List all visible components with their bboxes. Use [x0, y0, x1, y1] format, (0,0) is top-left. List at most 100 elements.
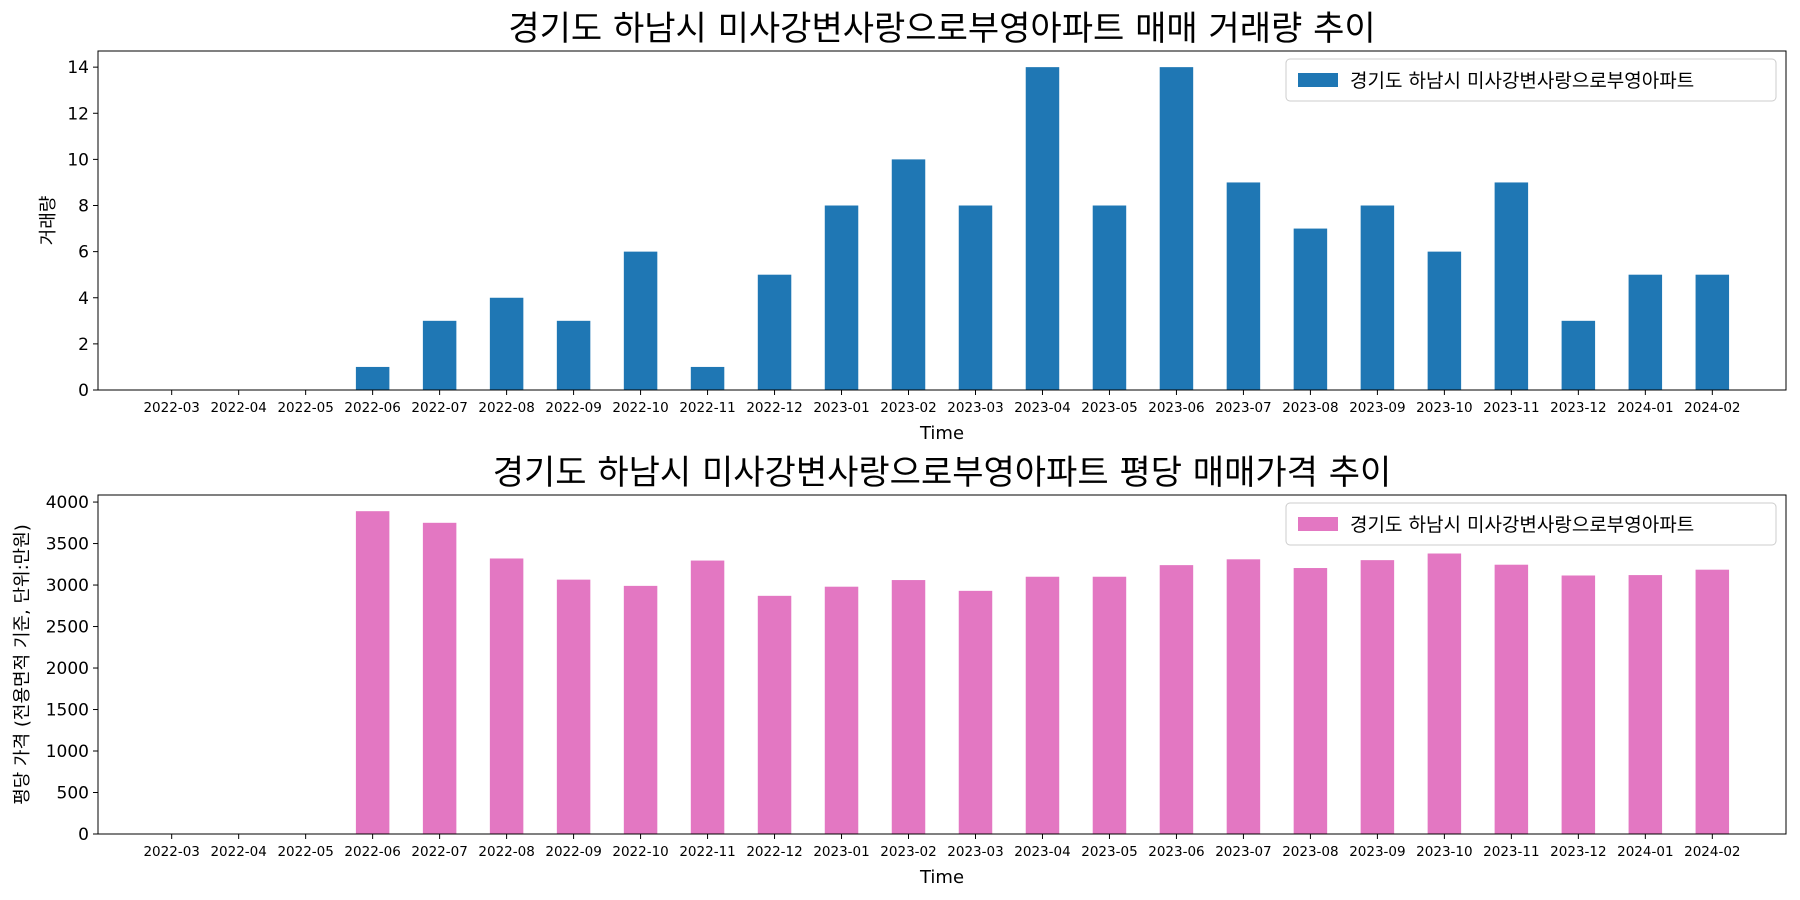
- plot-frame: [97, 494, 1787, 835]
- x-tick-label: 2022-08: [478, 400, 534, 416]
- x-tick-label: 2024-01: [1617, 844, 1673, 860]
- bar-2023-05: [1092, 576, 1127, 834]
- x-tick-label: 2022-03: [143, 844, 199, 860]
- x-tick-label: 2022-03: [143, 400, 199, 416]
- bar-2022-12: [757, 595, 792, 834]
- x-tick-label: 2022-12: [746, 400, 802, 416]
- x-tick-label: 2023-05: [1081, 400, 1137, 416]
- x-tick-label: 2022-05: [277, 844, 333, 860]
- bar-2023-12: [1561, 320, 1596, 390]
- y-tick-label: 12: [67, 104, 89, 124]
- bar-2023-04: [1025, 576, 1060, 834]
- chart-title: 경기도 하남시 미사강변사랑으로부영아파트 매매 거래량 추이: [508, 9, 1375, 49]
- bar-2024-01: [1628, 575, 1663, 834]
- bar-2023-03: [958, 205, 993, 390]
- bar-2023-08: [1293, 568, 1328, 834]
- price-chart: 경기도 하남시 미사강변사랑으로부영아파트 평당 매매가격 추이 0 500 1000…: [12, 453, 1787, 888]
- bar-2022-08: [489, 297, 524, 390]
- y-tick-label: 14: [67, 58, 89, 78]
- x-tick-label: 2023-11: [1483, 844, 1539, 860]
- bar-2023-09: [1360, 205, 1395, 390]
- bar-2022-07: [422, 320, 457, 390]
- bar-2022-06: [355, 511, 390, 834]
- x-tick-label: 2023-10: [1416, 844, 1472, 860]
- bar-2022-09: [556, 579, 591, 834]
- y-tick-label: 4000: [46, 493, 89, 513]
- bar-2024-02: [1695, 274, 1730, 390]
- bar-2024-02: [1695, 569, 1730, 834]
- x-tick-label: 2022-11: [679, 400, 735, 416]
- bar-2023-06: [1159, 565, 1194, 834]
- x-tick-label: 2023-04: [1014, 400, 1070, 416]
- x-tick-label: 2023-10: [1416, 400, 1472, 416]
- bar-2023-06: [1159, 67, 1194, 391]
- bar-2023-10: [1427, 251, 1462, 390]
- legend-swatch: [1298, 517, 1338, 531]
- x-axis-label: Time: [919, 867, 964, 888]
- bar-2023-11: [1494, 182, 1529, 390]
- x-tick-label: 2022-04: [210, 844, 266, 860]
- x-axis-label: Time: [919, 423, 964, 444]
- y-axis-label: 거래량: [38, 196, 59, 246]
- bar-2022-07: [422, 522, 457, 834]
- y-tick-label: 0: [78, 381, 89, 401]
- x-tick-label: 2023-03: [947, 844, 1003, 860]
- x-tick-label: 2024-02: [1684, 400, 1740, 416]
- x-tick-label: 2022-06: [344, 400, 400, 416]
- x-tick-label: 2023-01: [813, 400, 869, 416]
- legend-box: [1285, 58, 1777, 102]
- x-tick-label: 2023-07: [1215, 400, 1271, 416]
- legend-label: 경기도 하남시 미사강변사랑으로부영아파트: [1350, 514, 1694, 536]
- x-tick-label: 2024-01: [1617, 400, 1673, 416]
- x-tick-label: 2023-02: [880, 844, 936, 860]
- x-tick-label: 2023-06: [1148, 400, 1204, 416]
- y-tick-label: 3000: [46, 576, 89, 596]
- x-tick-label: 2023-09: [1349, 844, 1405, 860]
- x-tick-label: 2023-09: [1349, 400, 1405, 416]
- y-tick-label: 0: [78, 825, 89, 845]
- legend-label: 경기도 하남시 미사강변사랑으로부영아파트: [1350, 70, 1694, 92]
- x-tick-label: 2022-10: [612, 400, 668, 416]
- x-tick-label: 2022-10: [612, 844, 668, 860]
- x-tick-label: 2022-04: [210, 400, 266, 416]
- x-tick-label: 2023-07: [1215, 844, 1271, 860]
- bar-2022-11: [690, 560, 725, 834]
- y-tick-label: 6: [78, 243, 89, 263]
- x-tick-label: 2022-05: [277, 400, 333, 416]
- x-tick-label: 2023-08: [1282, 844, 1338, 860]
- bar-2024-01: [1628, 274, 1663, 390]
- x-tick-label: 2023-06: [1148, 844, 1204, 860]
- chart-title: 경기도 하남시 미사강변사랑으로부영아파트 평당 매매가격 추이: [493, 453, 1392, 493]
- bar-2022-10: [623, 585, 658, 834]
- y-tick-label: 2500: [46, 618, 89, 638]
- bar-2022-11: [690, 366, 725, 390]
- x-tick-label: 2022-09: [545, 400, 601, 416]
- bar-2023-02: [891, 159, 926, 390]
- x-tick-label: 2022-08: [478, 844, 534, 860]
- bar-2023-10: [1427, 553, 1462, 834]
- y-tick-label: 2: [78, 335, 89, 355]
- bar-2023-09: [1360, 560, 1395, 834]
- volume-chart: 경기도 하남시 미사강변사랑으로부영아파트 매매 거래량 추이 0 2 4 6 8 10 12…: [38, 9, 1787, 444]
- y-tick-label: 8: [78, 197, 89, 217]
- x-tick-label: 2023-04: [1014, 844, 1070, 860]
- x-tick-label: 2022-09: [545, 844, 601, 860]
- bar-2023-07: [1226, 559, 1261, 834]
- bar-2022-09: [556, 320, 591, 390]
- y-tick-label: 500: [57, 784, 89, 804]
- x-tick-label: 2022-07: [411, 844, 467, 860]
- bar-2022-06: [355, 366, 390, 390]
- y-tick-label: 10: [67, 150, 89, 170]
- y-tick-label: 1000: [46, 742, 89, 762]
- bar-2023-04: [1025, 67, 1060, 391]
- bar-2023-07: [1226, 182, 1261, 390]
- y-tick-label: 1500: [46, 701, 89, 721]
- x-tick-label: 2022-11: [679, 844, 735, 860]
- bar-2023-01: [824, 205, 859, 390]
- bar-2023-11: [1494, 564, 1529, 834]
- bar-2022-08: [489, 558, 524, 834]
- x-tick-label: 2023-01: [813, 844, 869, 860]
- bar-2022-10: [623, 251, 658, 390]
- bar-2023-12: [1561, 575, 1596, 834]
- bar-2023-02: [891, 580, 926, 834]
